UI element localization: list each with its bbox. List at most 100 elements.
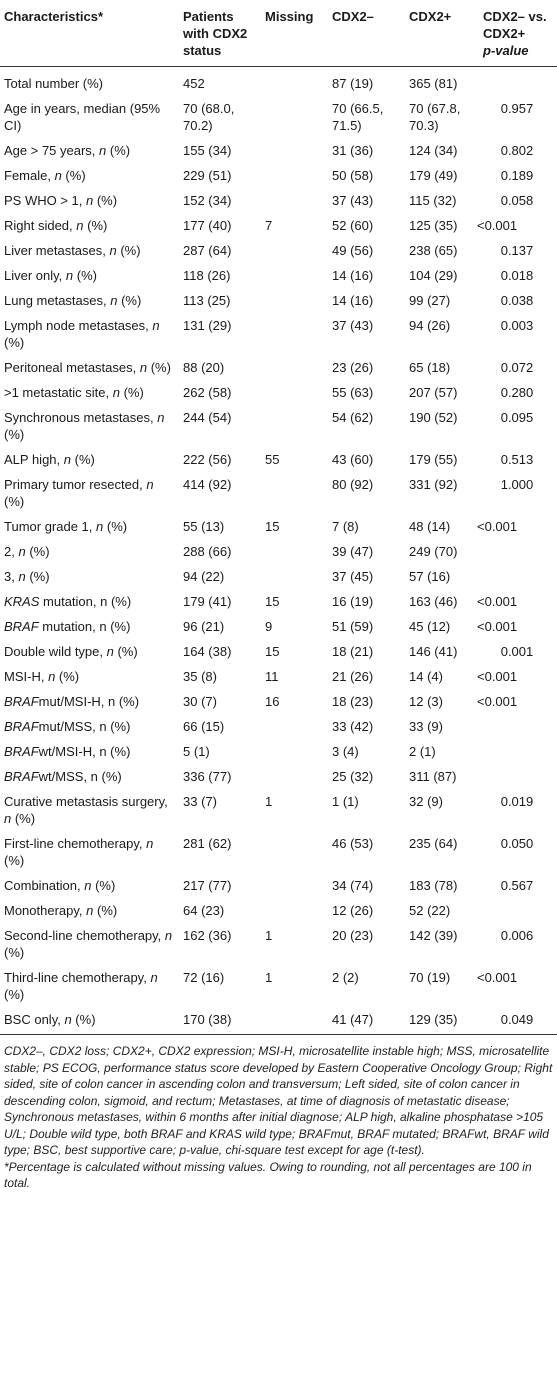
cell-p-value xyxy=(477,898,557,923)
characteristic-label-it: n xyxy=(84,878,92,893)
table-row: Peritoneal metastases, n (%) 88 (20) 23 (2… xyxy=(0,355,557,380)
cell-cdx2-positive: 12 (3) xyxy=(409,694,443,709)
table-row: Lymph node metastases, n (%) 131 (29) 37 (… xyxy=(0,313,557,355)
cell-cdx2-positive: 365 (81) xyxy=(409,76,458,91)
cell-missing: 15 xyxy=(265,644,280,659)
characteristic-label-it: n xyxy=(65,268,74,283)
cell-patients: 287 (64) xyxy=(183,243,232,258)
characteristic-label-pre: Third-line chemotherapy, xyxy=(4,970,151,985)
cell-p-value: 0.957 xyxy=(500,101,534,116)
characteristic-label-post: (%) xyxy=(119,385,144,400)
cell-patients: 244 (54) xyxy=(183,410,232,425)
characteristic-label-pre: 2, xyxy=(4,544,19,559)
cell-p-value: 0.018 xyxy=(500,268,534,283)
cell-p-value xyxy=(477,67,557,97)
cell-characteristic: 3, n (%) xyxy=(0,564,177,589)
characteristic-label-post: (%) xyxy=(55,669,80,684)
characteristic-label-post: (%) xyxy=(147,360,171,375)
cell-p-value: <0.001 xyxy=(477,619,518,634)
cell-patients: 5 (1) xyxy=(183,744,210,759)
table-row: Synchronous metastases, n (%) 244 (54) 54 … xyxy=(0,405,557,447)
cell-cdx2-positive: 70 (19) xyxy=(409,970,451,985)
cell-cdx2-positive: 163 (46) xyxy=(409,594,458,609)
characteristic-label-post: (%) xyxy=(25,544,50,559)
table-row: Primary tumor resected, n (%) 414 (92) 80 … xyxy=(0,472,557,514)
characteristic-label-pre: Curative metastasis surgery, xyxy=(4,794,168,809)
cell-p-value: 0.003 xyxy=(500,318,534,333)
characteristic-label-it: n xyxy=(146,836,154,851)
characteristic-label-it: n xyxy=(106,644,114,659)
characteristic-label-it: n xyxy=(109,243,117,258)
cell-cdx2-negative: 37 (43) xyxy=(332,318,374,333)
cell-characteristic: Age > 75 years, n (%) xyxy=(0,138,177,163)
cell-cdx2-positive: 179 (55) xyxy=(409,452,458,467)
cell-p-value: 0.001 xyxy=(500,644,534,659)
cell-patients: 452 xyxy=(183,76,205,91)
cell-missing xyxy=(259,138,326,163)
cell-p-value xyxy=(477,539,557,564)
cell-missing xyxy=(259,472,326,514)
cell-characteristic: Curative metastasis surgery, n (%) xyxy=(0,789,177,831)
cell-cdx2-negative: 3 (4) xyxy=(332,744,359,759)
cell-characteristic: First-line chemotherapy, n (%) xyxy=(0,831,177,873)
cell-characteristic: Tumor grade 1, n (%) xyxy=(0,514,177,539)
characteristic-label-it: n xyxy=(64,1012,72,1027)
cell-patients: 262 (58) xyxy=(183,385,232,400)
cell-cdx2-positive: 183 (78) xyxy=(409,878,458,893)
footnote-percentage: *Percentage is calculated without missin… xyxy=(4,1159,532,1191)
characteristic-label-it: BRAF xyxy=(4,744,39,759)
cell-cdx2-negative: 54 (62) xyxy=(332,410,374,425)
cell-characteristic: Monotherapy, n (%) xyxy=(0,898,177,923)
characteristic-label-post: (%) xyxy=(106,143,131,158)
cell-missing xyxy=(259,238,326,263)
characteristic-label-post: mutation, n (%) xyxy=(39,594,132,609)
cell-characteristic: BRAFmut/MSI-H, n (%) xyxy=(0,689,177,714)
characteristic-label-pre: Right sided, xyxy=(4,218,77,233)
cell-missing: 55 xyxy=(265,452,280,467)
characteristic-label-post: (%) xyxy=(4,335,25,350)
cell-missing xyxy=(259,405,326,447)
cell-p-value: 1.000 xyxy=(500,477,534,492)
table-row: Total number (%) 452 87 (19) 365 (81) xyxy=(0,67,557,97)
table-row: Lung metastases, n (%) 113 (25) 14 (16) 99 … xyxy=(0,288,557,313)
cell-missing xyxy=(259,898,326,923)
cell-patients: 177 (40) xyxy=(183,218,232,233)
cell-characteristic: BRAF mutation, n (%) xyxy=(0,614,177,639)
characteristic-label-pre: Liver metastases, xyxy=(4,243,110,258)
characteristic-label-post: (%) xyxy=(4,987,25,1002)
characteristic-label-post: (%) xyxy=(113,644,138,659)
cell-cdx2-negative: 1 (1) xyxy=(332,794,359,809)
characteristic-label-it: n xyxy=(86,193,94,208)
table-row: 3, n (%) 94 (22) 37 (45) 57 (16) xyxy=(0,564,557,589)
cell-missing xyxy=(259,96,326,138)
table-body: Total number (%) 452 87 (19) 365 (81) Age in… xyxy=(0,67,557,1035)
characteristic-label-post: (%) xyxy=(4,945,25,960)
characteristic-label-post: (%) xyxy=(71,452,95,467)
characteristic-label-post: mutation, n (%) xyxy=(38,619,131,634)
cell-characteristic: PS WHO > 1, n (%) xyxy=(0,188,177,213)
cell-characteristic: BRAFmut/MSS, n (%) xyxy=(0,714,177,739)
cell-cdx2-negative: 37 (45) xyxy=(332,569,374,584)
characteristic-label-post: (%) xyxy=(4,853,25,868)
characteristic-label-it: n xyxy=(4,811,12,826)
cell-cdx2-positive: 33 (9) xyxy=(409,719,443,734)
table-row: Liver metastases, n (%) 287 (64) 49 (56) 23… xyxy=(0,238,557,263)
characteristic-label-post: (%) xyxy=(103,519,128,534)
characteristic-label-post: (%) xyxy=(71,1012,96,1027)
cell-p-value: <0.001 xyxy=(477,970,518,985)
characteristic-label-pre: Tumor grade 1, xyxy=(4,519,97,534)
cell-patients: 288 (66) xyxy=(183,544,232,559)
cell-missing xyxy=(259,380,326,405)
characteristic-label-it: n xyxy=(18,544,26,559)
characteristic-label-pre: Combination, xyxy=(4,878,85,893)
characteristic-label-pre: Lymph node metastases, xyxy=(4,318,153,333)
cell-patients: 33 (7) xyxy=(183,794,217,809)
characteristic-label-it: n xyxy=(112,385,120,400)
characteristic-label-it: n xyxy=(150,970,158,985)
characteristic-label-post: (%) xyxy=(116,243,141,258)
table-row: Tumor grade 1, n (%) 55 (13) 15 7 (8) 48 (14… xyxy=(0,514,557,539)
characteristic-label-pre: 3, xyxy=(4,569,19,584)
cell-cdx2-positive: 2 (1) xyxy=(409,744,436,759)
cell-characteristic: Peritoneal metastases, n (%) xyxy=(0,355,177,380)
table-row: BRAF mutation, n (%) 96 (21) 9 51 (59) 45 (1… xyxy=(0,614,557,639)
